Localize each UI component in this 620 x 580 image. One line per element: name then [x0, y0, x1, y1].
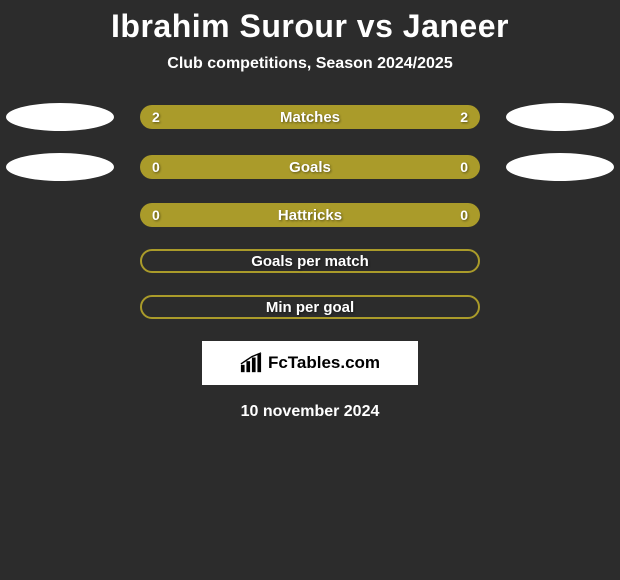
brand-text: FcTables.com	[268, 353, 380, 373]
player-right-ellipse	[506, 153, 614, 181]
player-left-ellipse	[6, 153, 114, 181]
stat-label: Goals	[140, 159, 480, 176]
page-title: Ibrahim Surour vs Janeer	[0, 8, 620, 45]
stat-bar-min-per-goal: Min per goal	[140, 295, 480, 319]
stat-label: Matches	[140, 109, 480, 126]
stats-rows: 2 Matches 2 0 Goals 0 0 Hattricks	[0, 103, 620, 319]
bar-chart-icon	[240, 352, 262, 374]
stat-label: Min per goal	[142, 299, 478, 316]
stat-label: Hattricks	[140, 207, 480, 224]
stat-right-value: 0	[460, 159, 468, 175]
comparison-widget: Ibrahim Surour vs Janeer Club competitio…	[0, 0, 620, 421]
stat-label: Goals per match	[142, 253, 478, 270]
stat-row: Min per goal	[0, 295, 620, 319]
stat-bar-matches: 2 Matches 2	[140, 105, 480, 129]
stat-right-value: 0	[460, 207, 468, 223]
player-right-ellipse	[506, 103, 614, 131]
stat-right-value: 2	[460, 109, 468, 125]
stat-row: Goals per match	[0, 249, 620, 273]
brand-logo[interactable]: FcTables.com	[202, 341, 418, 385]
stat-bar-goals: 0 Goals 0	[140, 155, 480, 179]
stat-row: 0 Goals 0	[0, 153, 620, 181]
stat-row: 0 Hattricks 0	[0, 203, 620, 227]
player-left-ellipse	[6, 103, 114, 131]
page-subtitle: Club competitions, Season 2024/2025	[0, 55, 620, 73]
stat-row: 2 Matches 2	[0, 103, 620, 131]
date-label: 10 november 2024	[0, 403, 620, 421]
stat-bar-goals-per-match: Goals per match	[140, 249, 480, 273]
stat-bar-hattricks: 0 Hattricks 0	[140, 203, 480, 227]
